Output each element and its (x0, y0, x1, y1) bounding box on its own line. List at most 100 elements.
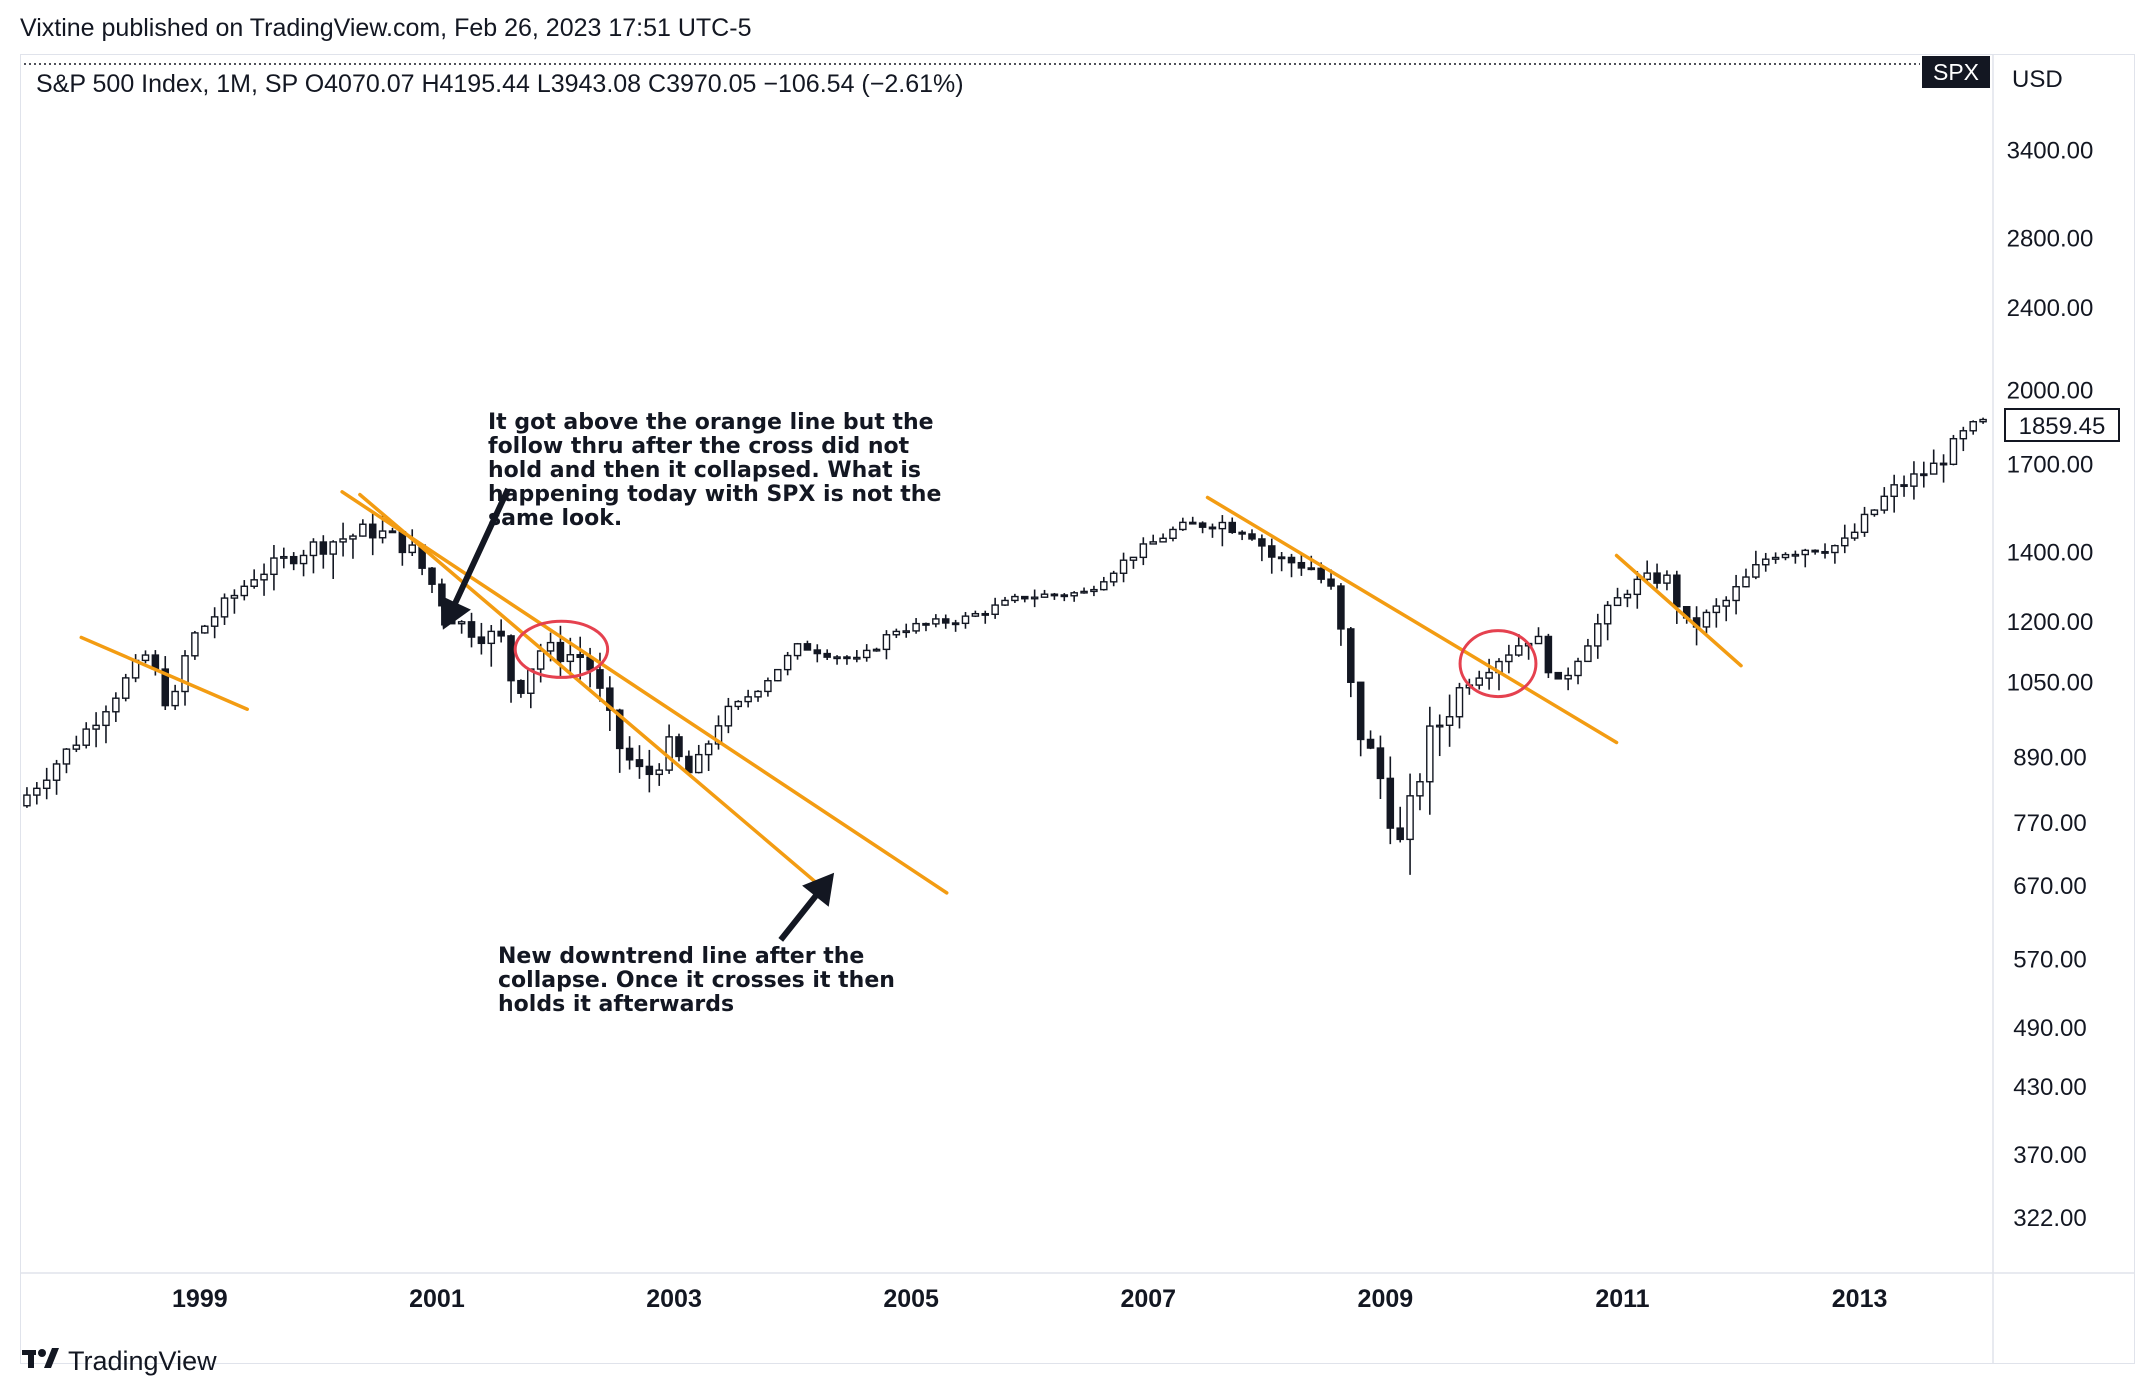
candle-body (1416, 781, 1424, 797)
price-tick-label: 2000.00 (2007, 378, 2094, 405)
annotation-arrow[interactable] (440, 487, 511, 630)
candle-body (1781, 553, 1790, 559)
candle-body (596, 669, 604, 689)
candle-body (1514, 645, 1523, 656)
candle-body (1900, 484, 1908, 488)
candle-body (1653, 572, 1661, 584)
candle-body (1445, 716, 1454, 726)
candle-body (823, 652, 831, 658)
highlight-circle-group (513, 619, 1538, 699)
chart-frame[interactable] (20, 54, 2135, 1364)
orange-trendline[interactable] (79, 635, 250, 711)
candle-body (1347, 628, 1355, 683)
candle-body (141, 654, 150, 662)
candle-body (1673, 574, 1681, 608)
arrow-annotation-group (440, 487, 835, 942)
candle-body (1267, 545, 1276, 558)
highlight-circle[interactable] (513, 619, 610, 679)
candle-body (1880, 495, 1889, 511)
candle-body (1742, 576, 1750, 588)
year-tick-label: 2003 (646, 1285, 702, 1313)
candle-body (1001, 599, 1009, 606)
candle-body (171, 690, 179, 707)
orange-trendline[interactable] (358, 492, 819, 885)
candle-body (378, 530, 387, 539)
candle-body (1277, 556, 1286, 560)
candle-body (1475, 677, 1483, 686)
candle-body (388, 530, 397, 534)
price-axis[interactable]: 3400.00 2800.00 2400.00 2000.00 1700.00 1400.… (2007, 137, 2094, 1232)
annotation-arrow[interactable] (778, 872, 835, 942)
year-tick-label: 2011 (1595, 1285, 1649, 1313)
candle-body (655, 769, 663, 776)
candle-body (892, 630, 901, 636)
candle-body (517, 679, 525, 694)
candle-body (280, 555, 288, 559)
candle-body (457, 621, 466, 625)
candle-body (270, 557, 278, 576)
candle-body (201, 625, 209, 634)
year-tick-label: 2001 (409, 1285, 465, 1313)
orange-trendline[interactable] (1205, 495, 1619, 745)
candle-body (961, 615, 970, 625)
candle-body (902, 630, 910, 634)
candle-body (1850, 531, 1859, 539)
candle-body (507, 635, 515, 682)
price-tick-label: 1400.00 (2007, 539, 2094, 566)
candle-body (42, 779, 51, 790)
candle-body (52, 763, 61, 781)
candle-body (1426, 725, 1434, 783)
time-axis[interactable]: 1999 2001 2003 2005 2007 2009 2011 2013 (172, 1285, 1887, 1313)
candle-body (813, 649, 822, 655)
candle-body (1771, 556, 1780, 560)
candle-body (1722, 599, 1730, 607)
candle-body (1396, 827, 1404, 841)
candle-body (497, 630, 505, 637)
candle-body (408, 544, 417, 554)
candle-body (1435, 724, 1444, 728)
candle-body (1732, 586, 1740, 602)
candle-body (309, 541, 318, 557)
candle-body (991, 604, 999, 615)
candle-body (1011, 595, 1019, 602)
candle-body (1238, 531, 1246, 535)
candle-body (783, 654, 792, 671)
candle-body (685, 755, 693, 774)
candlestick-series (23, 417, 1987, 875)
highlight-circle[interactable] (1458, 629, 1538, 699)
candle-body (615, 709, 624, 750)
candle-body (260, 573, 268, 581)
price-tick-label: 2400.00 (2007, 295, 2094, 322)
candle-body (1534, 635, 1543, 645)
candle-body (1149, 541, 1157, 545)
candle-body (1574, 660, 1582, 677)
candle-body (121, 677, 130, 699)
candle-body (428, 567, 436, 585)
currency-label[interactable]: USD (2012, 66, 2063, 93)
candle-body (714, 725, 723, 745)
candle-body (1959, 430, 1968, 440)
candle-body (793, 643, 802, 657)
candle-body (1890, 484, 1898, 498)
candle-body (536, 650, 545, 670)
candle-body (1030, 596, 1039, 600)
orange-trendline[interactable] (1614, 553, 1743, 668)
candle-body (1050, 593, 1059, 597)
candle-body (1564, 674, 1572, 680)
candle-body (191, 632, 199, 657)
candle-body (1643, 572, 1651, 581)
candle-body (912, 622, 920, 632)
symbol-badge[interactable]: SPX (1922, 56, 1990, 88)
candle-body (230, 594, 239, 599)
candle-body (467, 621, 476, 638)
year-tick-label: 1999 (172, 1285, 228, 1313)
tradingview-footer[interactable]: TradingView (22, 1346, 217, 1377)
candle-body (1801, 549, 1810, 556)
candle-body (339, 538, 347, 543)
candle-body (635, 759, 644, 768)
candle-body (161, 668, 170, 707)
orange-trendline[interactable] (340, 490, 949, 895)
year-tick-label: 2009 (1358, 1285, 1414, 1313)
candle-body (1791, 553, 1800, 557)
